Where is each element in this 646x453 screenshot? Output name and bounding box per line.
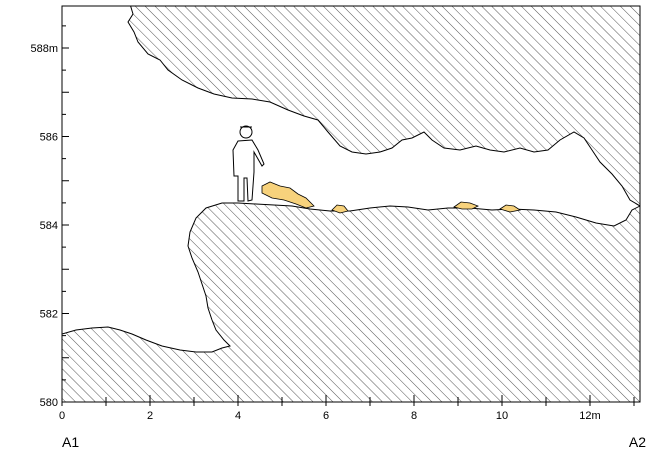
- deposit-4: [499, 204, 522, 213]
- x-tick-label: 10: [496, 410, 508, 422]
- y-tick-label: 580: [40, 397, 58, 409]
- rock-floor: [62, 202, 640, 402]
- x-tick-label: 12m: [579, 410, 600, 422]
- x-axis: 0 2 4 6 8 10 12m: [59, 395, 635, 422]
- deposit-1: [261, 181, 315, 209]
- y-tick-label: 586: [40, 132, 58, 144]
- y-tick-label: 588m: [30, 43, 58, 55]
- y-axis: 588m 586 584 582 580: [30, 25, 69, 409]
- x-tick-label: 0: [59, 410, 65, 422]
- x-tick-label: 8: [411, 410, 417, 422]
- y-tick-label: 582: [40, 309, 58, 321]
- x-tick-label: 4: [235, 410, 241, 422]
- section-end-label: A2: [629, 434, 646, 450]
- x-tick-label: 2: [147, 410, 153, 422]
- rock-ceiling: [127, 6, 640, 207]
- x-tick-label: 6: [323, 410, 329, 422]
- axes: [61, 5, 641, 403]
- deposit-2: [331, 204, 349, 214]
- y-tick-label: 584: [40, 220, 58, 232]
- section-start-label: A1: [62, 434, 79, 450]
- rock-areas: [62, 6, 640, 402]
- deposit-3: [453, 201, 479, 210]
- person-icon: [232, 125, 265, 202]
- deposits: [261, 181, 522, 214]
